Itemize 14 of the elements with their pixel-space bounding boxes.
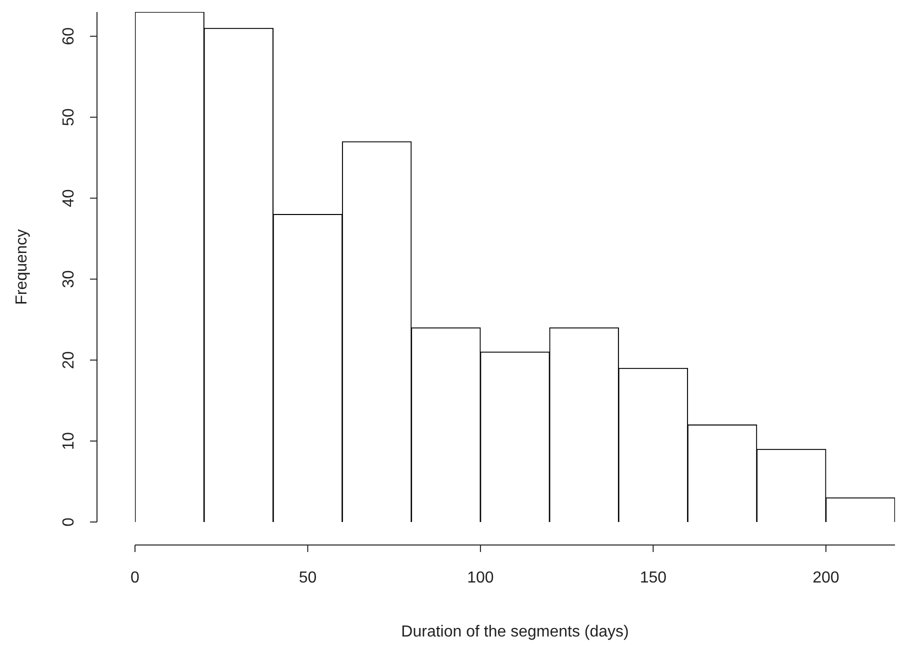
y-tick-label: 10	[60, 432, 78, 450]
x-tick-label: 100	[467, 569, 494, 586]
x-tick-label: 0	[130, 569, 140, 586]
y-tick-label: 0	[60, 517, 78, 526]
y-tick-label: 50	[60, 108, 78, 126]
x-tick-label: 50	[298, 569, 317, 586]
y-tick-label: 30	[60, 270, 78, 288]
x-tick-label: 200	[812, 569, 840, 586]
y-axis-title: Frequency	[13, 229, 30, 305]
y-tick-label: 40	[60, 189, 78, 208]
x-tick-label: 150	[640, 569, 667, 586]
x-axis-title: Duration of the segments (days)	[401, 623, 629, 640]
y-tick-label: 60	[60, 27, 78, 46]
y-tick-label: 20	[60, 351, 78, 369]
